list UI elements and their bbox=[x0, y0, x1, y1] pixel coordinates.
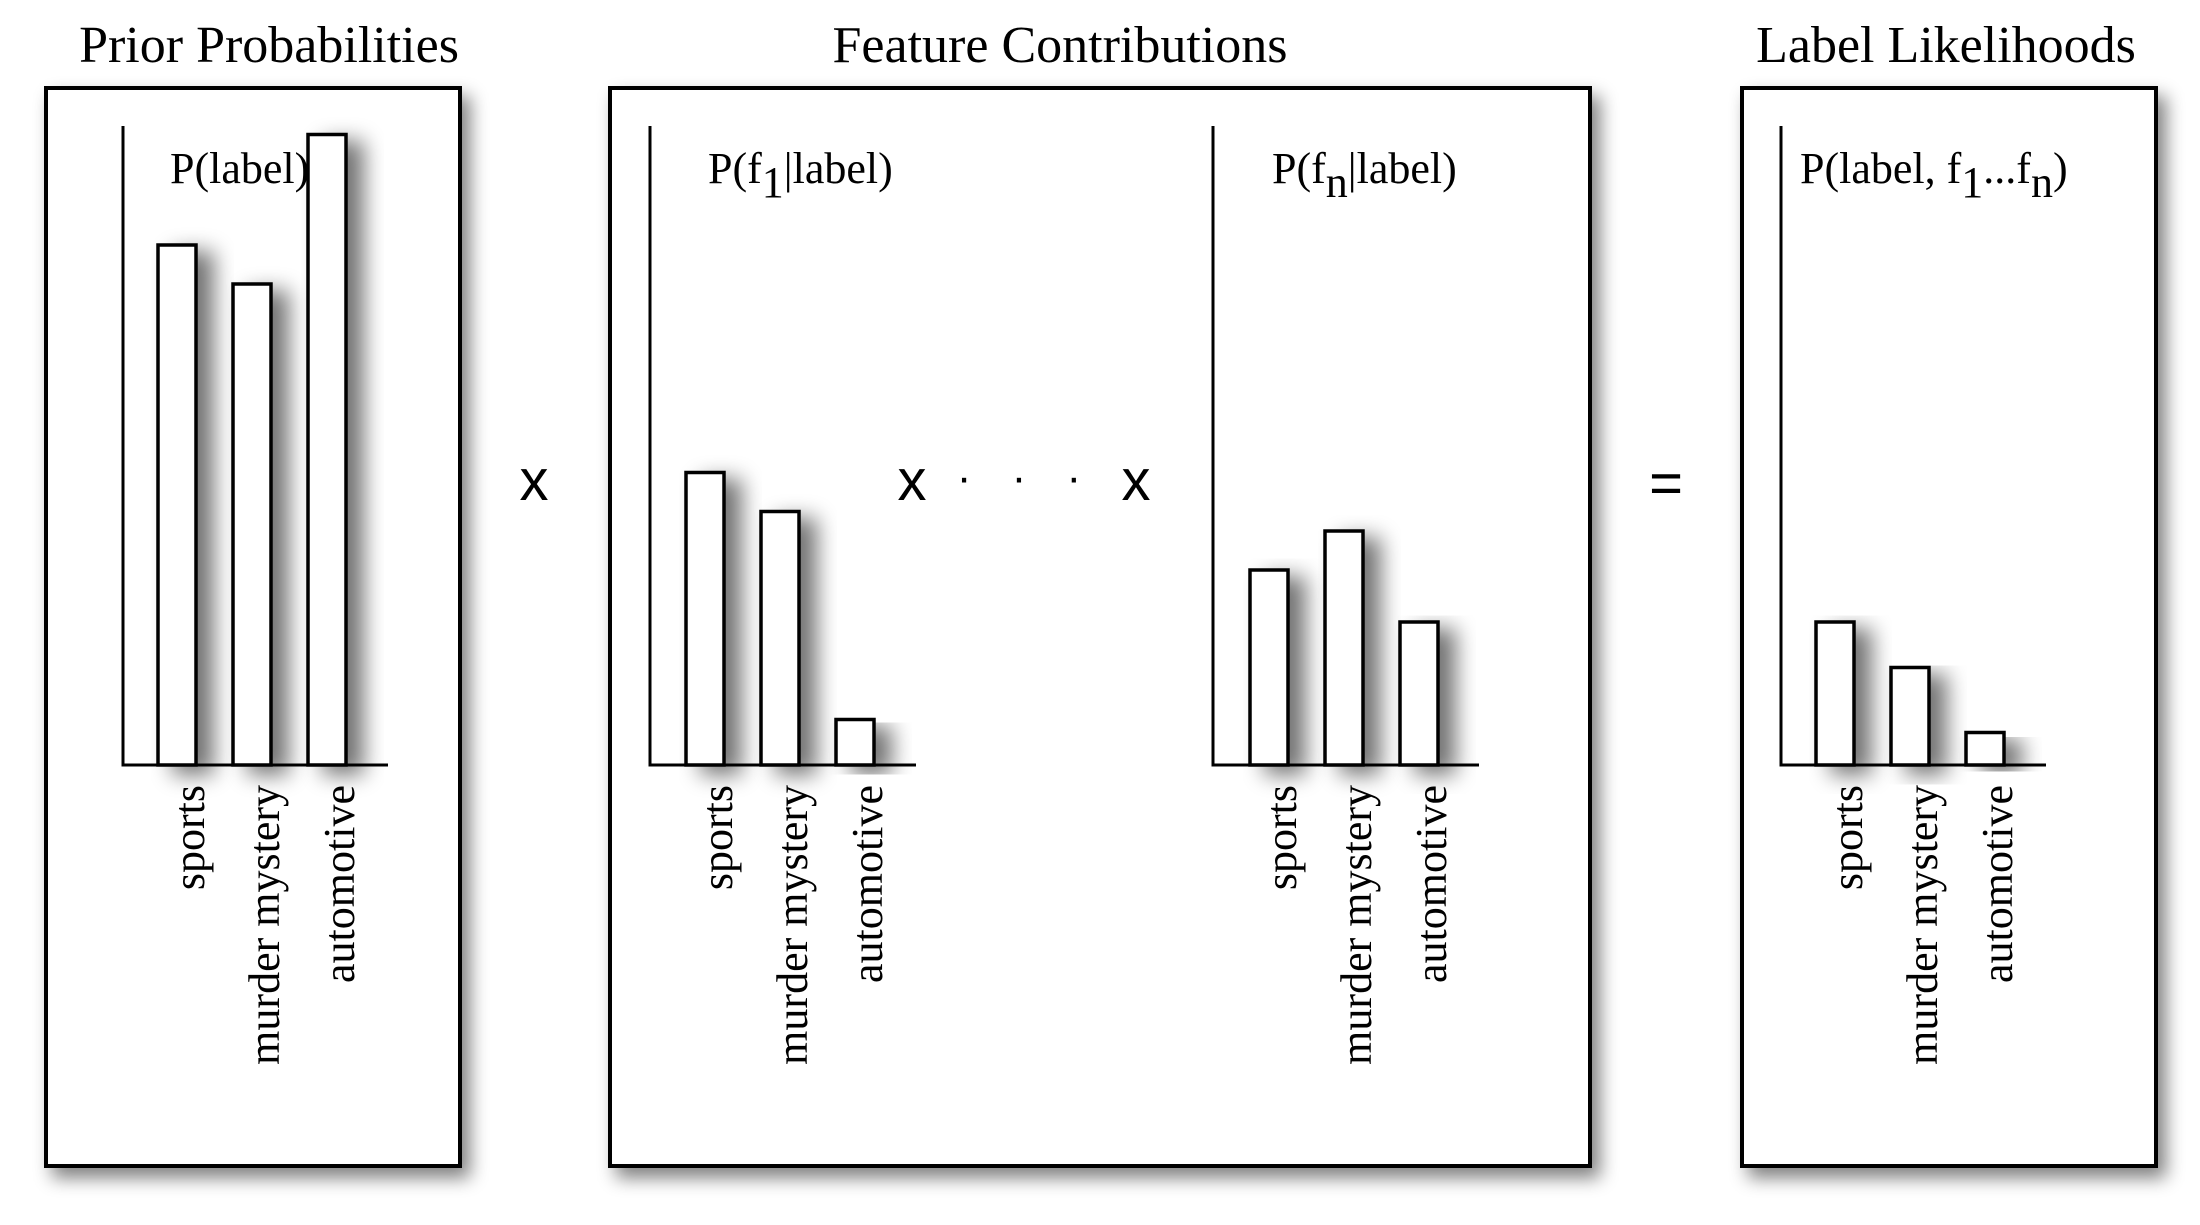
feature-1-chart: P(f1|label) sports murder mystery automo… bbox=[648, 126, 916, 1065]
likelihood-label-murder-mystery: murder mystery bbox=[1898, 785, 1947, 1065]
prior-label-automotive: automotive bbox=[315, 785, 364, 983]
prior-label-murder-mystery: murder mystery bbox=[240, 785, 289, 1065]
likelihood-bar-murder-mystery bbox=[1889, 665, 1931, 767]
multiply-operator-3: x bbox=[1122, 448, 1151, 513]
likelihoods-panel bbox=[1740, 86, 2158, 1168]
feature-1-label-murder-mystery: murder mystery bbox=[768, 785, 817, 1065]
prior-chart-axes bbox=[121, 126, 388, 767]
likelihood-chart-axes bbox=[1779, 126, 2046, 767]
equals-operator: = bbox=[1649, 451, 1683, 516]
feature-1-chart-title: P(f1|label) bbox=[708, 144, 893, 207]
likelihood-bars bbox=[1814, 620, 2006, 767]
feature-n-label-automotive: automotive bbox=[1407, 785, 1456, 983]
feature-1-chart-axes bbox=[648, 126, 916, 767]
feature-n-chart-title: P(fn|label) bbox=[1272, 144, 1457, 207]
feature-1-label-automotive: automotive bbox=[843, 785, 892, 983]
likelihood-chart: P(label, f1...fn) sports murder mystery … bbox=[1779, 126, 2068, 1065]
likelihood-bar-automotive bbox=[1964, 730, 2006, 767]
section-title-likelihoods: Label Likelihoods bbox=[1756, 17, 2136, 74]
prior-chart: P(label) sports murder mystery automotiv… bbox=[121, 126, 388, 1065]
likelihood-label-sports: sports bbox=[1823, 785, 1872, 890]
feature-n-bar-sports bbox=[1248, 568, 1290, 767]
multiply-operator-2: x bbox=[898, 448, 927, 513]
likelihood-bar-sports bbox=[1814, 620, 1856, 767]
prior-bar-murder-mystery bbox=[231, 282, 273, 767]
feature-1-bar-automotive bbox=[834, 717, 876, 767]
section-title-features: Feature Contributions bbox=[833, 17, 1288, 74]
prior-label-sports: sports bbox=[165, 785, 214, 890]
prior-bar-automotive bbox=[306, 132, 348, 767]
feature-1-bar-sports bbox=[684, 470, 726, 767]
likelihood-chart-title: P(label, f1...fn) bbox=[1800, 144, 2068, 207]
feature-1-bars bbox=[684, 470, 876, 767]
ellipsis: · · · bbox=[957, 453, 1095, 502]
prior-chart-title: P(label) bbox=[170, 144, 309, 193]
prior-bar-sports bbox=[156, 243, 198, 767]
section-title-priors: Prior Probabilities bbox=[79, 17, 459, 74]
feature-n-label-murder-mystery: murder mystery bbox=[1332, 785, 1381, 1065]
feature-n-chart: P(fn|label) sports murder mystery automo… bbox=[1211, 126, 1479, 1065]
feature-1-bar-murder-mystery bbox=[759, 509, 801, 767]
feature-n-bars bbox=[1248, 529, 1440, 767]
features-panel bbox=[608, 86, 1592, 1168]
feature-n-label-sports: sports bbox=[1257, 785, 1306, 890]
multiply-operator-1: x bbox=[520, 448, 549, 513]
feature-1-label-sports: sports bbox=[693, 785, 742, 890]
likelihood-label-automotive: automotive bbox=[1973, 785, 2022, 983]
feature-n-chart-axes bbox=[1211, 126, 1479, 767]
feature-n-bar-automotive bbox=[1398, 620, 1440, 767]
prior-bars bbox=[156, 132, 348, 767]
feature-n-bar-murder-mystery bbox=[1323, 529, 1365, 767]
